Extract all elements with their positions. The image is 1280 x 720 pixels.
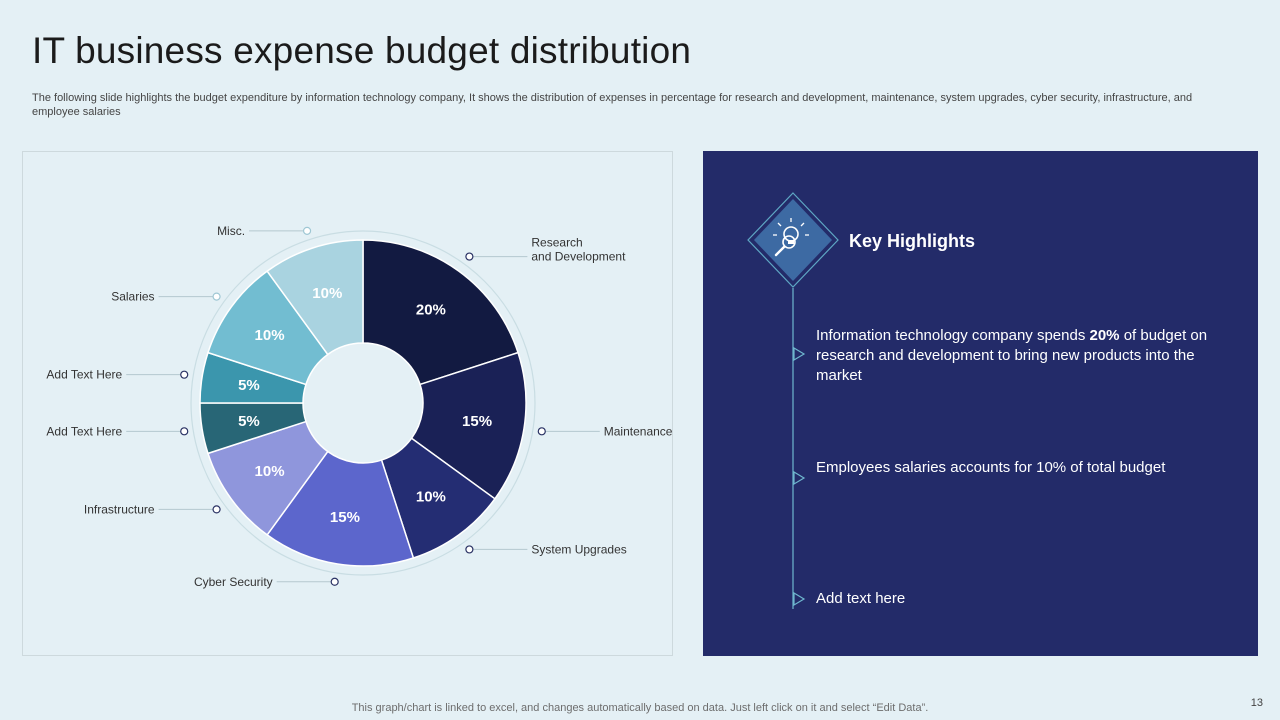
- callout-dot: [302, 226, 312, 235]
- callout-dot: [537, 427, 546, 436]
- pie-slice[interactable]: [266, 450, 415, 567]
- callout-dot: [212, 505, 221, 514]
- callout-dot: [180, 370, 189, 379]
- slice-value-label: 10%: [312, 285, 342, 302]
- key-highlights-title: Key Highlights: [849, 231, 976, 251]
- slice-category-label: Maintenance: [604, 424, 673, 438]
- slice-value-label: 15%: [330, 509, 360, 526]
- slice-value-label: 15%: [462, 413, 492, 430]
- key-highlights-panel: Key Highlights Information technology co…: [703, 151, 1258, 656]
- pie-slice[interactable]: [362, 239, 519, 386]
- bullet-arrow-icon: [793, 591, 806, 607]
- slice-value-label: 5%: [238, 413, 260, 430]
- pie-slice[interactable]: [266, 239, 364, 356]
- highlight-item-2: Employees salaries accounts for 10% of t…: [816, 459, 1166, 476]
- bullet-arrow-icon: [793, 346, 806, 362]
- donut-chart[interactable]: 20% Research and Development 15% Maintenance…: [23, 152, 674, 657]
- slice-category-label: Cyber Security: [194, 575, 273, 589]
- slice-value-label: 10%: [416, 488, 446, 505]
- slice-value-label: 20%: [416, 302, 446, 319]
- callout-dot: [330, 577, 339, 586]
- footer-note: This graph/chart is linked to excel, and…: [351, 702, 929, 714]
- callout-dot: [212, 292, 221, 301]
- slice-category-label: System Upgrades: [531, 542, 626, 556]
- slice-category-label: Infrastructure: [84, 502, 155, 516]
- pie-slice[interactable]: [410, 351, 527, 500]
- slice-category-label: Misc.: [217, 224, 245, 238]
- callout-dot: [180, 427, 189, 436]
- slide-title: IT business expense budget distribution: [32, 30, 692, 71]
- callout-dot: [465, 545, 474, 554]
- highlight-item-3: Add text here: [816, 590, 906, 607]
- slice-value-label: 10%: [255, 463, 285, 480]
- highlights-decoration: [747, 192, 839, 609]
- slide-subtitle: The following slide highlights the budge…: [32, 92, 1193, 118]
- lightbulb-magnifier-icon: [747, 192, 839, 288]
- slice-category-label: Add Text Here: [46, 424, 122, 438]
- slice-value-label: 10%: [255, 327, 285, 344]
- page-number: 13: [1250, 697, 1263, 709]
- slice-value-label: 5%: [238, 377, 260, 394]
- slice-category-label: Research and Development: [531, 236, 626, 264]
- callout-dot: [465, 252, 474, 261]
- chart-panel: 20% Research and Development 15% Maintenance…: [22, 151, 673, 656]
- highlight-item-1: Information technology company spends 20…: [816, 327, 1208, 384]
- slice-category-label: Salaries: [111, 290, 154, 304]
- slice-category-label: Add Text Here: [46, 368, 122, 382]
- bullet-arrow-icon: [793, 470, 806, 486]
- outer-ring: [190, 230, 536, 576]
